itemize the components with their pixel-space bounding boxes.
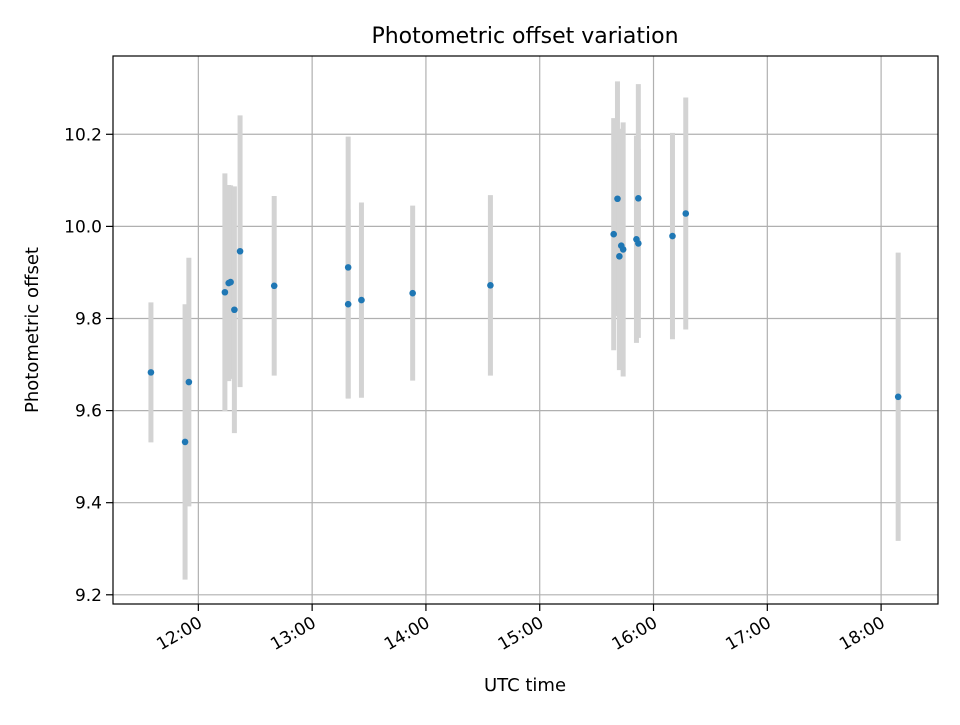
data-point xyxy=(610,230,617,238)
data-point xyxy=(358,296,365,304)
data-point xyxy=(181,438,189,446)
y-tick-label: 10.0 xyxy=(64,217,102,237)
data-point xyxy=(231,306,238,314)
point-layer xyxy=(147,194,902,446)
y-tick-label: 9.2 xyxy=(75,586,102,606)
y-tick-label: 9.8 xyxy=(75,309,102,329)
data-point xyxy=(635,194,642,202)
y-tick-label: 10.2 xyxy=(64,125,102,145)
data-point xyxy=(635,240,642,247)
data-point xyxy=(344,264,352,271)
data-point xyxy=(147,369,155,376)
data-point xyxy=(409,289,416,297)
data-point xyxy=(614,195,621,203)
y-tick-label: 9.6 xyxy=(75,402,102,422)
grid-layer xyxy=(113,56,938,604)
data-point xyxy=(487,282,494,289)
data-point xyxy=(227,278,234,286)
data-point xyxy=(270,282,278,290)
data-point xyxy=(236,247,244,255)
data-point xyxy=(616,253,623,260)
y-axis-label: Photometric offset xyxy=(22,247,43,413)
plot-frame xyxy=(112,55,939,605)
data-point xyxy=(344,300,352,308)
data-point xyxy=(669,232,676,240)
data-point xyxy=(894,393,902,401)
data-point xyxy=(221,288,229,296)
chart-title: Photometric offset variation xyxy=(371,24,678,49)
x-axis-label: UTC time xyxy=(484,675,566,696)
data-point xyxy=(619,246,627,253)
y-tick-label: 9.4 xyxy=(75,494,102,514)
data-point xyxy=(682,210,690,217)
data-point xyxy=(185,378,193,386)
